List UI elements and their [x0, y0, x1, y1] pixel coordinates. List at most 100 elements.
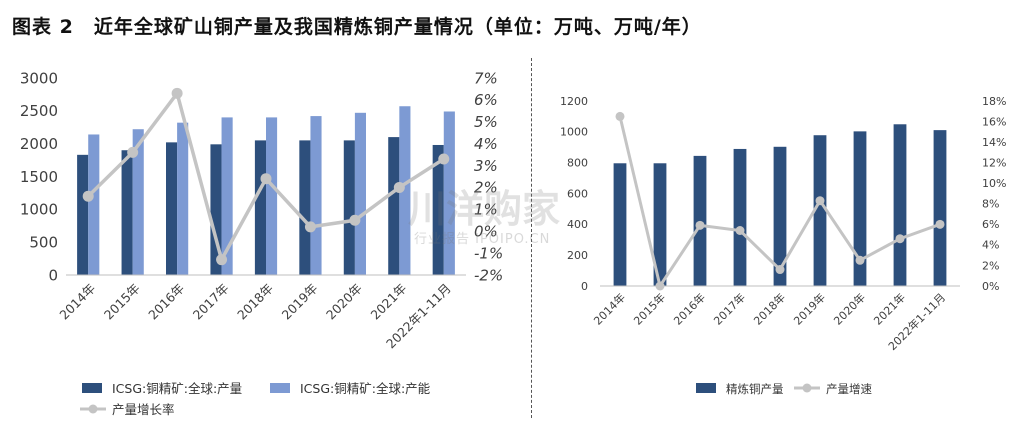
left-bar	[388, 137, 400, 275]
left-bar	[221, 117, 233, 276]
left-bar	[177, 122, 189, 275]
chart-right: 0 200 400 600 800 1000 1200 0% 2% 4% 6% 8% 10% 12% 14%…	[560, 95, 1006, 396]
right-right-tick: 4%	[982, 239, 999, 252]
left-bar	[343, 140, 355, 275]
left-bar	[299, 140, 311, 275]
left-legend-label: ICSG:铜精矿:全球:产量	[112, 381, 242, 396]
right-left-tick: 1000	[560, 126, 588, 139]
left-left-tick: 500	[29, 233, 58, 251]
right-bar	[613, 163, 627, 286]
right-right-tick: 14%	[982, 136, 1006, 149]
left-legend-swatch	[82, 383, 102, 393]
right-category-label: 2017年	[711, 290, 748, 327]
left-bar	[121, 150, 133, 275]
right-growth-point	[735, 226, 745, 235]
left-right-tick: -1%	[474, 244, 503, 262]
right-legend-swatch	[696, 383, 716, 393]
left-left-tick: 2000	[20, 135, 58, 153]
left-bar	[310, 116, 322, 275]
left-growth-point	[304, 221, 316, 233]
left-growth-point	[349, 214, 361, 226]
left-bar	[399, 106, 411, 275]
right-bar	[773, 146, 787, 286]
right-category-label: 2021年	[871, 290, 908, 327]
right-category-label: 2019年	[791, 290, 828, 327]
left-bar	[254, 140, 266, 275]
left-bar	[88, 134, 100, 275]
right-legend-dot	[802, 383, 812, 393]
left-right-tick: 1%	[474, 201, 498, 219]
left-growth-point	[438, 153, 450, 165]
right-growth-point	[655, 281, 665, 291]
left-category-label: 2021年	[368, 281, 410, 323]
left-right-tick: 4%	[474, 135, 498, 153]
left-left-tick: 1000	[20, 201, 58, 219]
left-growth-point	[393, 181, 405, 193]
left-left-tick: 3000	[20, 69, 58, 87]
right-growth-point	[775, 265, 785, 275]
left-growth-point	[127, 146, 139, 158]
right-growth-point	[615, 111, 625, 121]
right-left-tick: 0	[581, 280, 588, 293]
chart-divider	[531, 58, 532, 418]
left-bar	[132, 129, 144, 275]
right-category-label: 2018年	[751, 290, 788, 327]
left-bar	[443, 111, 455, 275]
left-right-tick: 2%	[474, 179, 498, 197]
left-right-tick: 3%	[474, 157, 498, 175]
right-right-tick: 0%	[982, 280, 999, 293]
left-bar	[77, 154, 89, 275]
left-right-tick: -2%	[474, 266, 503, 284]
right-category-label: 2015年	[631, 290, 668, 327]
left-category-label: 2020年	[323, 281, 365, 323]
right-right-tick: 6%	[982, 218, 999, 231]
right-category-label: 2020年	[831, 290, 868, 327]
left-bar	[266, 117, 278, 276]
right-left-tick: 800	[567, 157, 588, 170]
figure-title: 图表 2 近年全球矿山铜产量及我国精炼铜产量情况（单位：万吨、万吨/年）	[12, 16, 702, 38]
right-bar	[653, 163, 667, 286]
right-growth-point	[895, 234, 905, 244]
right-growth-point	[855, 255, 865, 265]
right-growth-point	[935, 219, 945, 229]
left-growth-point	[171, 87, 183, 99]
left-category-label: 2014年	[56, 281, 98, 323]
right-left-tick: 200	[567, 249, 588, 262]
left-left-tick: 1500	[20, 168, 58, 186]
left-bar	[354, 112, 366, 275]
right-category-label: 2014年	[591, 290, 628, 327]
right-bar	[853, 131, 867, 286]
left-category-label: 2016年	[145, 281, 187, 323]
right-left-tick: 400	[567, 218, 588, 231]
left-legend-dot	[88, 404, 98, 414]
right-right-tick: 18%	[982, 95, 1006, 108]
right-left-tick: 600	[567, 187, 588, 200]
left-left-tick: 2500	[20, 102, 58, 120]
right-bar	[813, 135, 827, 286]
left-right-tick: 7%	[474, 69, 498, 87]
right-left-tick: 1200	[560, 95, 588, 108]
left-left-tick: 0	[48, 266, 58, 284]
left-category-label: 2019年	[279, 281, 321, 323]
right-growth-point	[815, 196, 825, 206]
right-category-label: 2016年	[671, 290, 708, 327]
left-growth-point	[216, 254, 228, 266]
right-right-tick: 8%	[982, 198, 999, 211]
right-right-tick: 12%	[982, 157, 1006, 170]
right-bar	[933, 130, 947, 286]
right-legend-label: 精炼铜产量	[726, 382, 784, 396]
left-bar	[166, 142, 178, 275]
left-right-tick: 6%	[474, 91, 498, 109]
right-growth-point	[695, 220, 705, 230]
right-bar	[893, 124, 907, 286]
left-right-tick: 0%	[474, 222, 498, 240]
left-category-label: 2017年	[190, 281, 232, 323]
left-right-tick: 5%	[474, 113, 498, 131]
left-category-label: 2018年	[234, 281, 276, 323]
right-right-tick: 16%	[982, 115, 1006, 128]
left-category-label: 2015年	[101, 281, 143, 323]
left-bar	[210, 144, 222, 275]
right-legend-label: 产量增速	[826, 382, 872, 396]
left-legend-swatch	[270, 383, 290, 393]
right-bar	[733, 148, 747, 286]
